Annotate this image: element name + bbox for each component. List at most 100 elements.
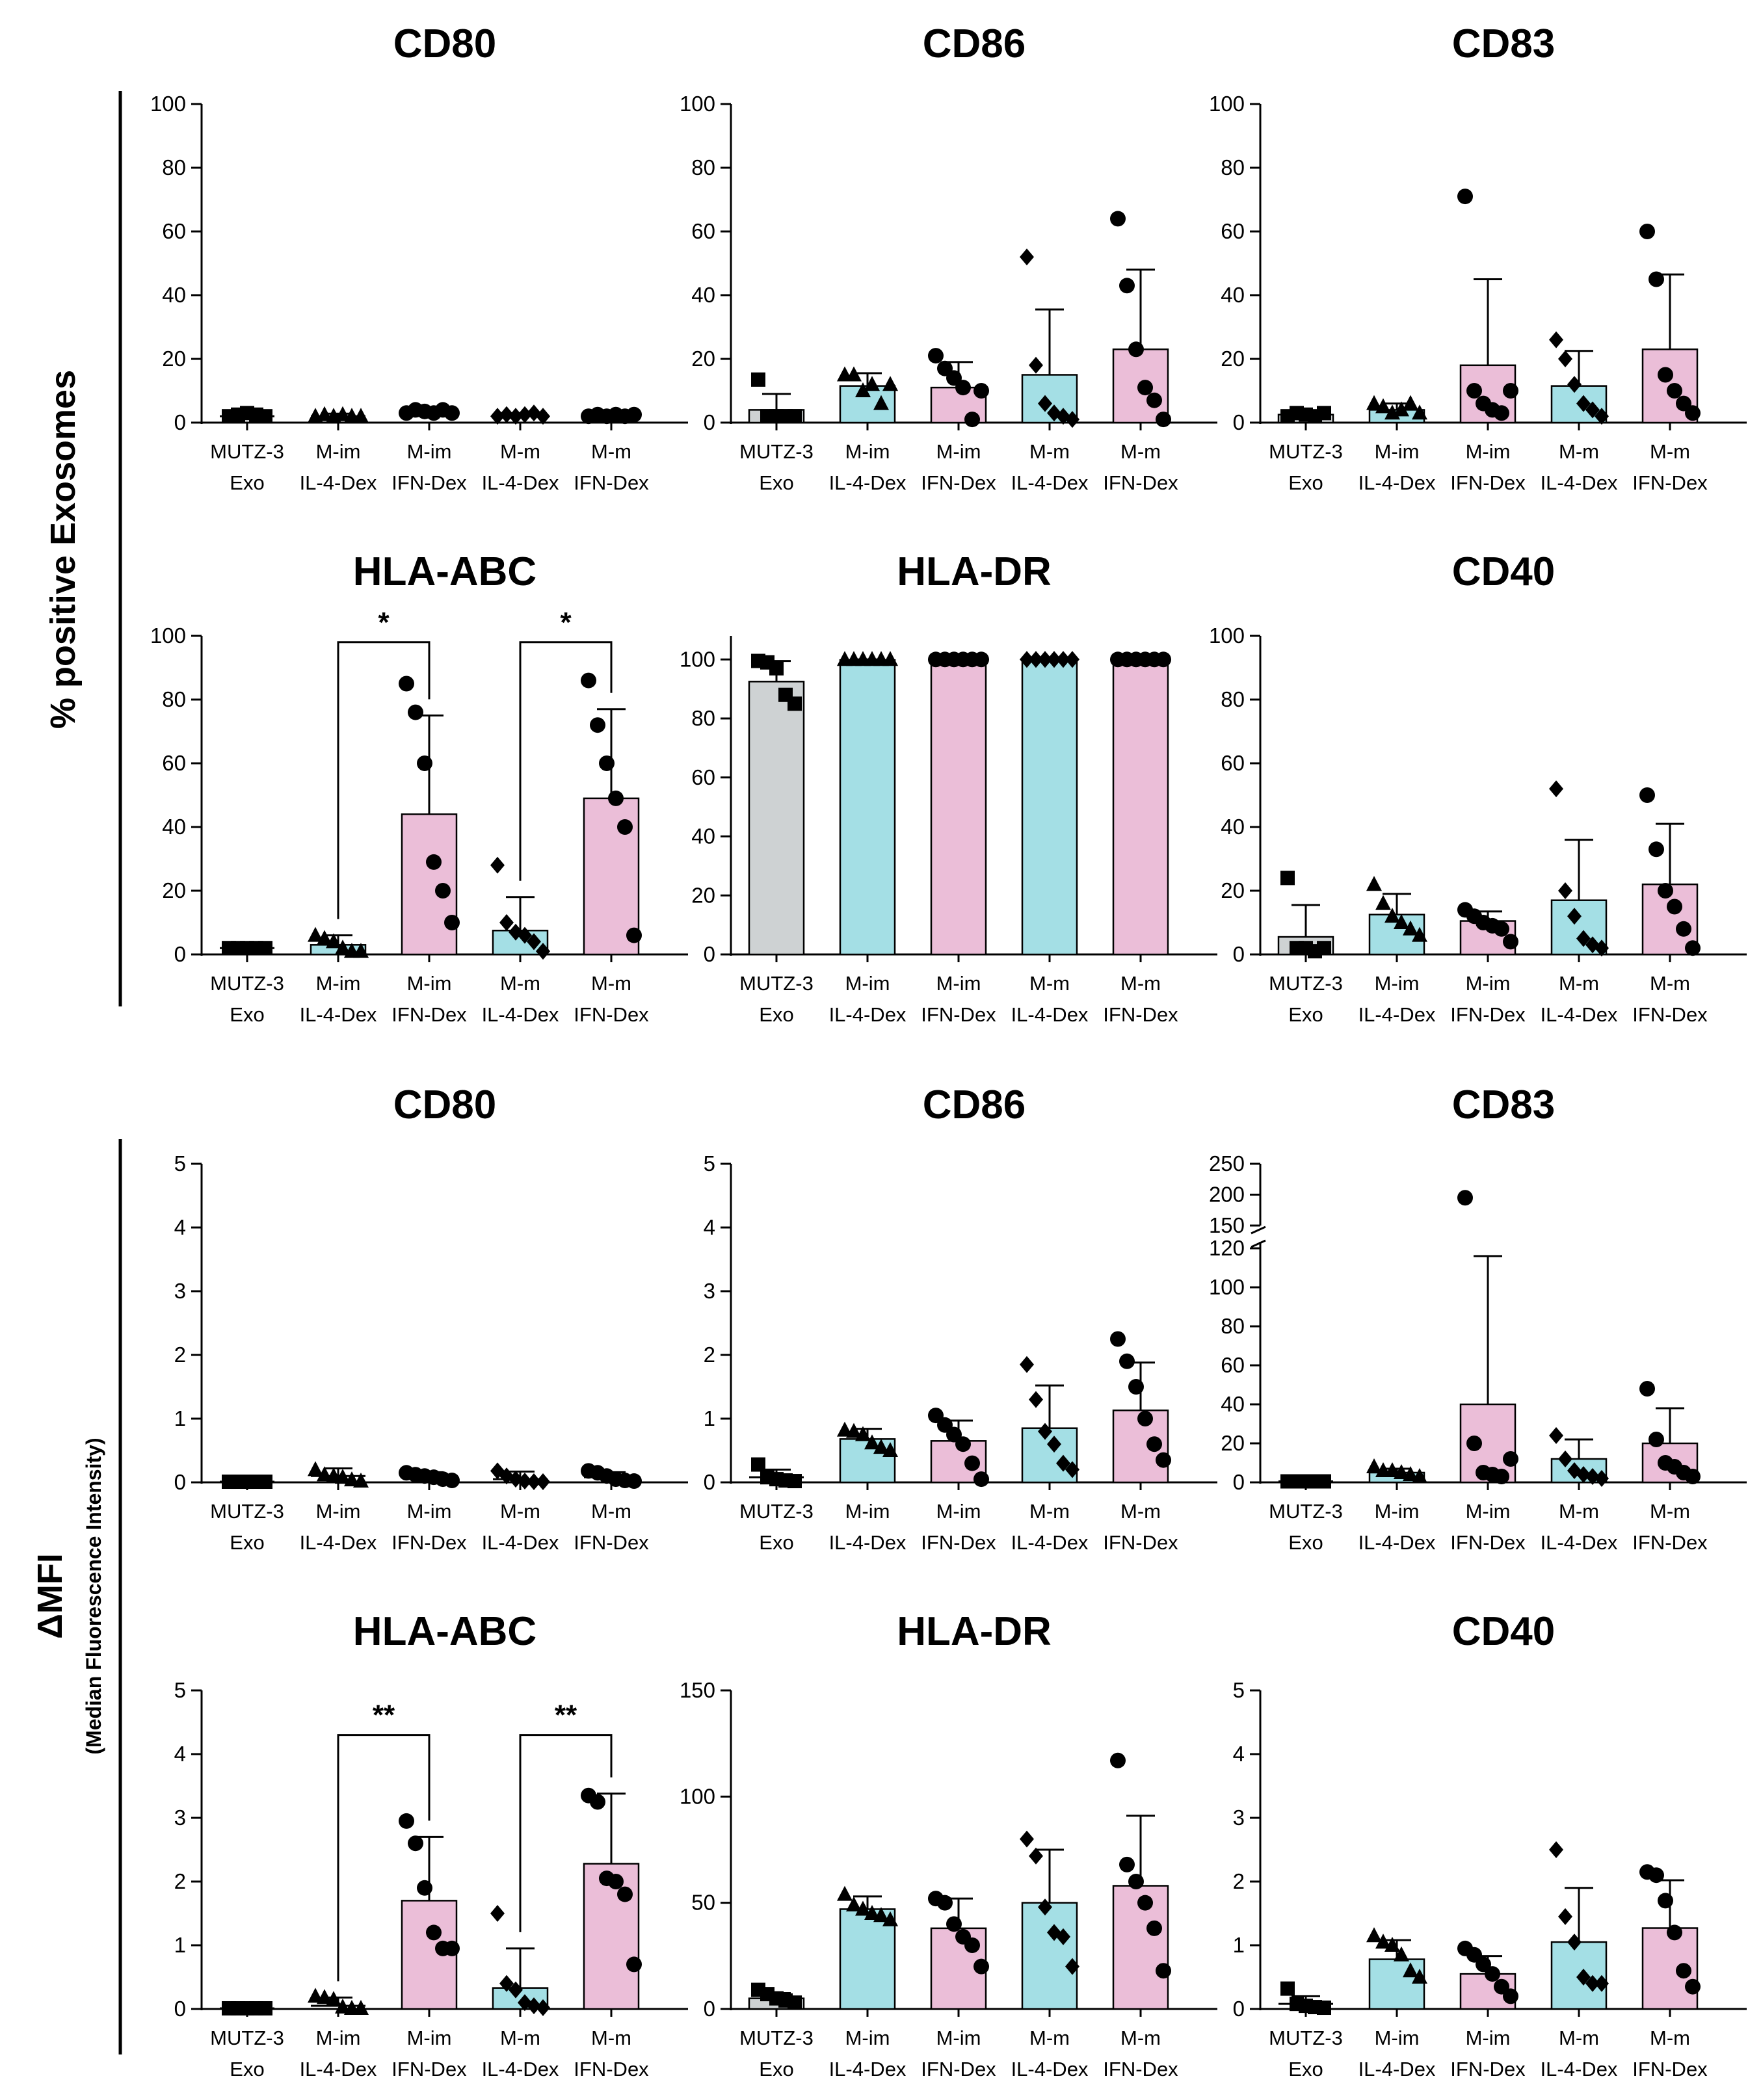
y-tick-label: 200	[1209, 1183, 1245, 1207]
data-point	[581, 672, 596, 689]
x-category-label: M-im	[407, 2027, 452, 2049]
y-tick-label: 100	[1209, 1275, 1245, 1299]
data-point	[1146, 1920, 1162, 1936]
x-category-label: M-im	[1375, 972, 1420, 995]
x-category-label: M-im	[936, 440, 981, 463]
data-point	[1128, 1874, 1144, 1889]
data-point	[864, 1905, 880, 1920]
x-category-label: IL-4-Dex	[829, 1531, 907, 1554]
y-tick-label: 1	[1233, 1933, 1245, 1957]
data-point	[444, 1940, 460, 1956]
data-point	[1366, 876, 1382, 891]
data-point	[882, 1911, 898, 1926]
x-category-label: IFN-Dex	[574, 1531, 649, 1554]
data-point	[1403, 920, 1418, 936]
x-category-label: M-m	[1559, 972, 1599, 995]
data-point	[1366, 395, 1382, 410]
x-category-label: M-m	[1120, 440, 1161, 463]
x-category-label: MUTZ-3	[1269, 972, 1343, 995]
x-category-label: MUTZ-3	[210, 1500, 284, 1523]
data-point	[1119, 1856, 1135, 1872]
x-category-label: IL-4-Dex	[1011, 1003, 1089, 1026]
x-category-label: MUTZ-3	[739, 2027, 814, 2049]
chart-title: CD80	[393, 21, 497, 66]
data-point	[1503, 383, 1518, 399]
data-point	[335, 406, 351, 421]
data-point	[1649, 841, 1664, 858]
x-category-label: IFN-Dex	[921, 1003, 996, 1026]
chart-title: HLA-ABC	[353, 549, 536, 594]
bar	[839, 659, 896, 956]
y-tick-label: 80	[1221, 687, 1245, 711]
y-tick-label: 1	[704, 1406, 715, 1430]
data-point	[788, 696, 802, 711]
y-tick-label: 5	[174, 1151, 186, 1175]
x-category-label: MUTZ-3	[1269, 1500, 1343, 1523]
data-point	[1549, 780, 1563, 798]
y-tick-label: 1	[174, 1406, 186, 1430]
data-point	[426, 1924, 442, 1941]
data-point	[1457, 1190, 1473, 1206]
data-point	[964, 1937, 980, 1953]
y-tick-label: 1	[174, 1933, 186, 1957]
data-point	[964, 412, 980, 428]
data-point	[509, 1981, 523, 1999]
chart-m-hlaabc: HLA-ABC 0 1 2 3 4 5 MUTZ-3 Exo M-im IL-4-Dex M-im IF…	[174, 1609, 688, 2080]
data-point	[1137, 1411, 1153, 1426]
axis-break-mark	[1251, 1226, 1266, 1235]
y-tick-label: 80	[1221, 155, 1245, 179]
data-point	[617, 1886, 633, 1902]
data-point	[317, 1466, 332, 1482]
chart-title: CD86	[923, 1083, 1026, 1127]
data-point	[536, 943, 550, 960]
bar	[1112, 659, 1169, 956]
data-point	[1110, 1331, 1126, 1347]
data-point	[1394, 1946, 1409, 1962]
data-point	[1156, 1963, 1171, 1979]
x-category-label: M-im	[936, 1500, 981, 1523]
x-category-label: M-m	[1029, 2027, 1070, 2049]
data-point	[1366, 1458, 1382, 1473]
data-point	[1595, 408, 1609, 425]
x-category-label: M-m	[1650, 2027, 1690, 2049]
data-point	[751, 1457, 765, 1472]
significance-bracket	[519, 1734, 613, 1932]
significance-label: **	[373, 1700, 395, 1731]
y-tick-label: 100	[150, 623, 186, 648]
data-point	[258, 1475, 272, 1490]
x-category-label: Exo	[759, 2058, 793, 2080]
data-point	[1412, 1969, 1427, 1984]
x-category-label: M-m	[1559, 440, 1599, 463]
data-point	[973, 1958, 989, 1975]
x-category-label: IL-4-Dex	[300, 471, 377, 494]
x-category-label: Exo	[1288, 1003, 1323, 1026]
chart-title: CD83	[1452, 21, 1556, 66]
data-point	[1576, 930, 1591, 947]
x-category-label: M-im	[1466, 972, 1511, 995]
data-point	[1685, 1978, 1701, 1995]
data-point	[1667, 383, 1682, 399]
data-point	[1576, 395, 1591, 412]
y-tick-label: 0	[174, 942, 186, 966]
data-point	[1366, 1927, 1382, 1943]
y-tick-label: 20	[1221, 1431, 1245, 1455]
data-point	[1639, 787, 1655, 803]
data-point	[1485, 1966, 1500, 1982]
y-tick-label: 60	[1221, 219, 1245, 243]
y-tick-label: 0	[704, 410, 715, 434]
x-category-label: M-im	[1375, 1500, 1420, 1523]
data-point	[626, 1473, 642, 1490]
x-category-label: M-im	[845, 972, 890, 995]
x-category-label: M-im	[845, 440, 890, 463]
data-point	[1110, 211, 1126, 227]
x-category-label: Exo	[230, 1003, 264, 1026]
data-point	[1503, 1451, 1518, 1467]
data-point	[317, 930, 332, 945]
x-category-label: IFN-Dex	[921, 2058, 996, 2080]
data-point	[837, 1885, 853, 1901]
chart-m-cd80: CD80 0 1 2 3 4 5 MUTZ-3 Exo M-im IL-4-Dex M-im IFN-D…	[174, 1083, 688, 1554]
x-category-label: IL-4-Dex	[482, 1003, 559, 1026]
y-tick-label: 0	[704, 1470, 715, 1494]
chart-m-cd40: CD40 0 1 2 3 4 5 MUTZ-3 Exo M-im IL-4-Dex M-im IFN-D…	[1233, 1609, 1747, 2080]
x-category-label: IL-4-Dex	[829, 1003, 907, 1026]
